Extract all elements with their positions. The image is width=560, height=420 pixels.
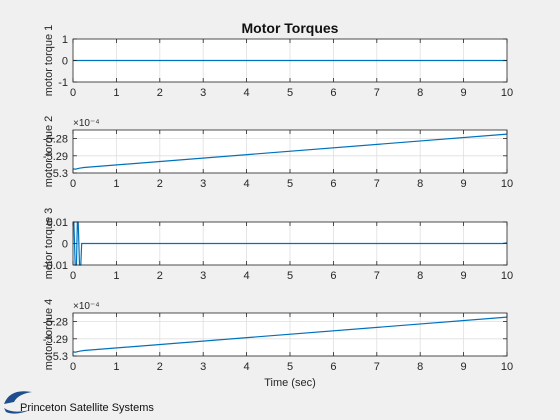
x-tick-label: 7 bbox=[374, 87, 380, 99]
x-tick-label: 5 bbox=[287, 361, 293, 373]
x-tick-label: 7 bbox=[374, 270, 380, 282]
y-tick-label: -5.29 bbox=[43, 334, 68, 346]
series-line bbox=[72, 133, 508, 170]
x-tick-label: 6 bbox=[330, 361, 336, 373]
x-tick-label: 6 bbox=[330, 270, 336, 282]
x-tick-label: 5 bbox=[287, 270, 293, 282]
y-axis-label: motor torque 3 bbox=[43, 208, 55, 280]
x-tick-label: 2 bbox=[157, 87, 163, 99]
x-tick-label: 0 bbox=[70, 361, 76, 373]
x-tick-label: 4 bbox=[244, 361, 250, 373]
x-tick-label: 6 bbox=[330, 87, 336, 99]
x-tick-label: 0 bbox=[70, 178, 76, 190]
series-line bbox=[72, 316, 508, 353]
x-tick-label: 2 bbox=[157, 178, 163, 190]
x-tick-label: 9 bbox=[461, 178, 467, 190]
logo-swoosh-icon bbox=[4, 391, 32, 404]
x-tick-label: 8 bbox=[417, 178, 423, 190]
y-tick-label: 0.01 bbox=[47, 217, 68, 229]
y-tick-label: -0.01 bbox=[43, 260, 68, 272]
y-axis-label: motor torque 1 bbox=[43, 25, 55, 97]
x-tick-label: 1 bbox=[113, 178, 119, 190]
x-axis-label: Time (sec) bbox=[264, 377, 316, 389]
x-tick-label: 10 bbox=[501, 361, 513, 373]
y-axis-label: motor torque 4 bbox=[43, 299, 55, 371]
y-tick-label: -5.28 bbox=[43, 134, 68, 146]
y-tick-label: -5.3 bbox=[49, 351, 68, 363]
x-tick-label: 4 bbox=[244, 87, 250, 99]
y-tick-label: -5.29 bbox=[43, 151, 68, 163]
y-tick-label: 1 bbox=[62, 34, 68, 46]
x-tick-label: 1 bbox=[113, 87, 119, 99]
x-tick-label: 3 bbox=[200, 270, 206, 282]
x-tick-label: 0 bbox=[70, 87, 76, 99]
x-tick-label: 9 bbox=[461, 270, 467, 282]
x-tick-label: 1 bbox=[113, 270, 119, 282]
y-tick-label: 0 bbox=[62, 239, 68, 251]
y-tick-label: 0 bbox=[62, 56, 68, 68]
x-tick-label: 10 bbox=[501, 178, 513, 190]
x-tick-label: 6 bbox=[330, 178, 336, 190]
x-tick-label: 10 bbox=[501, 87, 513, 99]
y-tick-label: -5.3 bbox=[49, 168, 68, 180]
x-tick-label: 9 bbox=[461, 87, 467, 99]
y-tick-label: -5.28 bbox=[43, 317, 68, 329]
x-tick-label: 2 bbox=[157, 361, 163, 373]
x-tick-label: 5 bbox=[287, 87, 293, 99]
x-tick-label: 0 bbox=[70, 270, 76, 282]
y-tick-label: -1 bbox=[58, 77, 68, 89]
x-tick-label: 7 bbox=[374, 361, 380, 373]
subplot-2: 0 1 2 3 4 5 6 7 8 9 10 -5.28 -5.29 -5.3 ×10⁻⁴ motor tor… bbox=[43, 116, 513, 190]
x-tick-label: 4 bbox=[244, 178, 250, 190]
y-exponent-label: ×10⁻⁴ bbox=[73, 118, 100, 129]
x-tick-label: 7 bbox=[374, 178, 380, 190]
x-tick-label: 8 bbox=[417, 87, 423, 99]
y-axis-label: motor torque 2 bbox=[43, 116, 55, 188]
psss-logo: Princeton Satellite Systems bbox=[4, 391, 154, 414]
x-tick-label: 1 bbox=[113, 361, 119, 373]
subplot-4: 0 1 2 3 4 5 6 7 8 9 10 -5.28 -5.29 -5.3 ×10⁻⁴ motor tor… bbox=[43, 299, 513, 389]
x-tick-label: 10 bbox=[501, 270, 513, 282]
y-exponent-label: ×10⁻⁴ bbox=[73, 301, 100, 312]
x-tick-label: 3 bbox=[200, 361, 206, 373]
x-tick-label: 4 bbox=[244, 270, 250, 282]
logo-swoosh-lower-icon bbox=[4, 408, 30, 414]
x-tick-label: 9 bbox=[461, 361, 467, 373]
x-tick-label: 5 bbox=[287, 178, 293, 190]
x-tick-label: 8 bbox=[417, 361, 423, 373]
x-tick-label: 3 bbox=[200, 87, 206, 99]
x-tick-label: 2 bbox=[157, 270, 163, 282]
chart-title: Motor Torques bbox=[242, 20, 339, 36]
company-name: Princeton Satellite Systems bbox=[20, 402, 154, 414]
x-tick-label: 8 bbox=[417, 270, 423, 282]
x-tick-label: 3 bbox=[200, 178, 206, 190]
